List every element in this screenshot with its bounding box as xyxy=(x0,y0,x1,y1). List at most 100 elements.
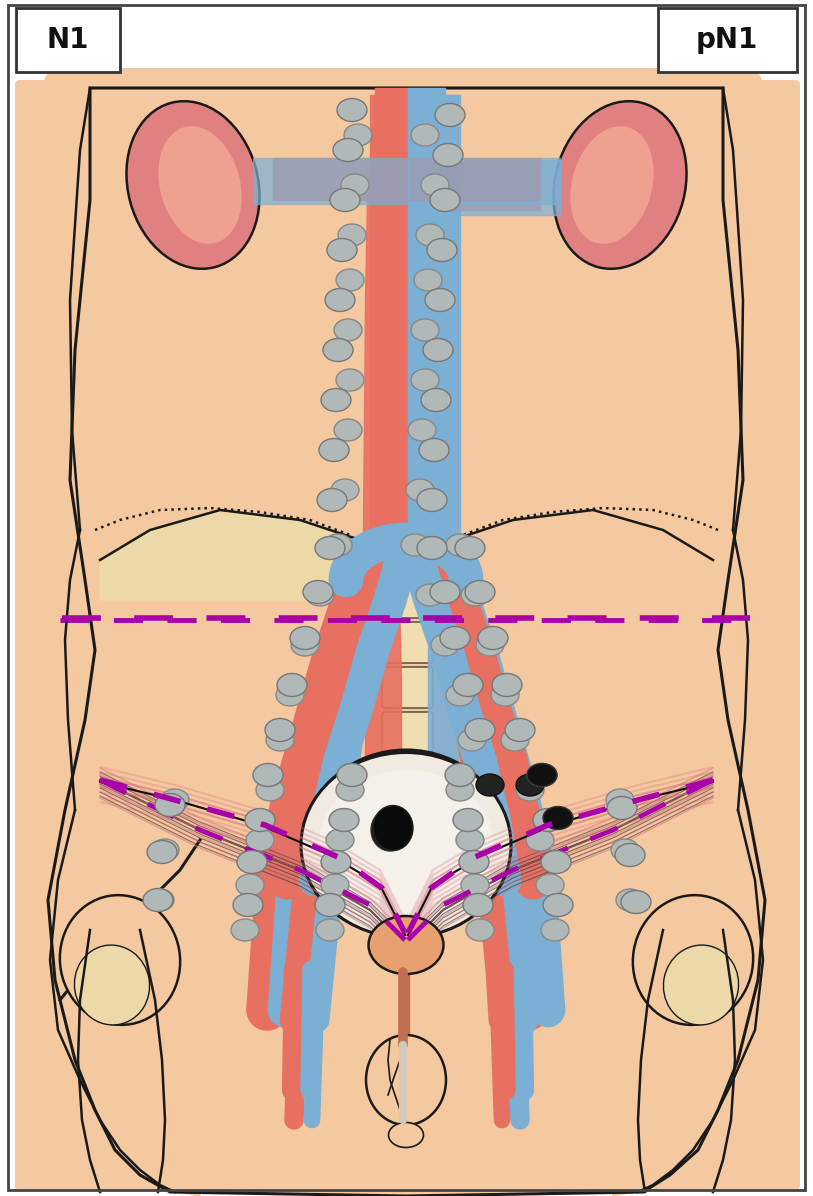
Ellipse shape xyxy=(159,126,241,244)
Ellipse shape xyxy=(571,126,654,244)
Ellipse shape xyxy=(265,719,295,742)
Ellipse shape xyxy=(543,806,573,830)
Ellipse shape xyxy=(277,673,307,696)
Ellipse shape xyxy=(533,808,563,831)
Ellipse shape xyxy=(526,829,554,852)
Ellipse shape xyxy=(516,774,544,797)
Ellipse shape xyxy=(303,580,333,604)
Ellipse shape xyxy=(621,891,651,914)
Ellipse shape xyxy=(616,889,644,911)
Ellipse shape xyxy=(461,874,489,896)
FancyBboxPatch shape xyxy=(386,350,427,392)
Ellipse shape xyxy=(408,419,436,441)
Ellipse shape xyxy=(319,439,349,462)
Ellipse shape xyxy=(306,584,334,606)
Ellipse shape xyxy=(301,752,511,938)
FancyBboxPatch shape xyxy=(382,532,433,573)
Ellipse shape xyxy=(505,719,535,742)
Ellipse shape xyxy=(336,269,364,291)
Ellipse shape xyxy=(465,719,495,742)
Ellipse shape xyxy=(421,173,449,196)
Ellipse shape xyxy=(337,98,367,122)
Ellipse shape xyxy=(333,139,363,161)
FancyBboxPatch shape xyxy=(382,262,433,303)
Ellipse shape xyxy=(401,533,429,556)
Ellipse shape xyxy=(411,124,439,146)
Ellipse shape xyxy=(315,537,345,560)
Ellipse shape xyxy=(453,808,483,831)
FancyBboxPatch shape xyxy=(386,254,427,295)
Ellipse shape xyxy=(435,104,465,127)
Ellipse shape xyxy=(419,439,449,462)
Polygon shape xyxy=(50,90,763,1180)
Ellipse shape xyxy=(461,584,489,606)
Ellipse shape xyxy=(151,840,179,861)
FancyBboxPatch shape xyxy=(386,303,427,344)
Ellipse shape xyxy=(147,841,177,864)
Ellipse shape xyxy=(143,889,173,911)
Ellipse shape xyxy=(491,684,519,706)
Ellipse shape xyxy=(431,634,459,655)
FancyBboxPatch shape xyxy=(382,352,433,393)
FancyBboxPatch shape xyxy=(386,110,427,152)
Ellipse shape xyxy=(75,945,150,1025)
FancyBboxPatch shape xyxy=(382,622,433,663)
Ellipse shape xyxy=(492,673,522,696)
Text: N1: N1 xyxy=(47,26,89,54)
FancyBboxPatch shape xyxy=(15,80,800,1190)
Ellipse shape xyxy=(455,537,485,560)
FancyBboxPatch shape xyxy=(382,127,433,167)
Ellipse shape xyxy=(253,763,283,787)
Ellipse shape xyxy=(417,488,447,512)
Ellipse shape xyxy=(466,919,494,941)
Ellipse shape xyxy=(321,874,349,896)
Ellipse shape xyxy=(319,770,493,920)
Ellipse shape xyxy=(536,874,564,896)
Ellipse shape xyxy=(60,895,180,1025)
Ellipse shape xyxy=(446,533,474,556)
FancyBboxPatch shape xyxy=(386,542,427,584)
Ellipse shape xyxy=(127,102,259,269)
Ellipse shape xyxy=(541,919,569,941)
Ellipse shape xyxy=(389,1123,424,1147)
Ellipse shape xyxy=(417,537,447,560)
Ellipse shape xyxy=(237,850,267,873)
FancyBboxPatch shape xyxy=(382,576,433,618)
Ellipse shape xyxy=(290,627,320,649)
FancyBboxPatch shape xyxy=(16,8,120,72)
Ellipse shape xyxy=(554,102,686,269)
Ellipse shape xyxy=(368,916,444,974)
Ellipse shape xyxy=(414,269,442,291)
Ellipse shape xyxy=(430,580,460,604)
Ellipse shape xyxy=(465,580,495,604)
Polygon shape xyxy=(48,89,765,1196)
Ellipse shape xyxy=(321,389,351,411)
Ellipse shape xyxy=(423,338,453,361)
Ellipse shape xyxy=(458,730,486,751)
Ellipse shape xyxy=(323,338,353,361)
Ellipse shape xyxy=(456,829,484,852)
Ellipse shape xyxy=(330,189,360,212)
FancyBboxPatch shape xyxy=(386,494,427,536)
Ellipse shape xyxy=(663,945,738,1025)
Ellipse shape xyxy=(446,684,474,706)
Ellipse shape xyxy=(331,480,359,501)
Ellipse shape xyxy=(326,829,354,852)
FancyBboxPatch shape xyxy=(382,307,433,348)
Ellipse shape xyxy=(516,779,544,801)
Ellipse shape xyxy=(317,488,347,512)
Ellipse shape xyxy=(336,370,364,391)
FancyBboxPatch shape xyxy=(43,68,763,508)
Ellipse shape xyxy=(276,684,304,706)
FancyBboxPatch shape xyxy=(658,8,797,72)
FancyBboxPatch shape xyxy=(382,172,433,213)
Ellipse shape xyxy=(371,808,409,852)
Ellipse shape xyxy=(411,370,439,391)
Ellipse shape xyxy=(427,238,457,262)
Ellipse shape xyxy=(373,805,413,850)
Ellipse shape xyxy=(246,829,274,852)
Ellipse shape xyxy=(478,627,508,649)
Ellipse shape xyxy=(416,584,444,606)
FancyBboxPatch shape xyxy=(382,803,433,843)
Ellipse shape xyxy=(541,850,571,873)
